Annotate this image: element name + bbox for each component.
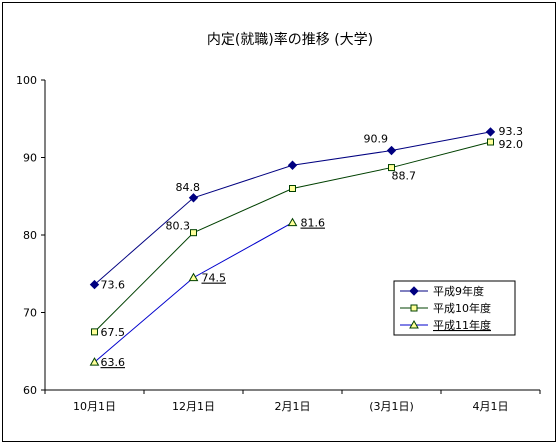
x-tick-label: 2月1日 (275, 400, 311, 413)
legend-label: 平成11年度 (433, 318, 491, 332)
data-point-marker (485, 127, 496, 137)
y-tick-label: 60 (23, 384, 37, 397)
data-point-marker (91, 328, 98, 336)
data-point-marker (89, 357, 100, 366)
series-line (94, 222, 293, 363)
x-tick-label: (3月1日) (369, 400, 414, 413)
data-labels: 73.6 84.8 90.9 93.3 67.5 80.3 88.7 92.0 63.6 74.5… (101, 125, 524, 369)
data-label: 81.6 (301, 217, 326, 230)
data-label: 93.3 (499, 125, 524, 138)
data-label: 67.5 (101, 326, 126, 339)
axes (44, 80, 540, 391)
data-point-marker (386, 145, 397, 156)
data-point-marker (287, 160, 298, 170)
series-line (94, 131, 491, 285)
legend-marker (409, 286, 419, 296)
data-label: 73.6 (101, 279, 126, 292)
y-tick-label: 70 (23, 307, 37, 320)
legend-label: 平成9年度 (433, 284, 484, 298)
data-point-marker (188, 193, 199, 203)
data-label: 90.9 (364, 133, 389, 146)
data-point-marker (190, 229, 197, 237)
data-point-marker (188, 272, 199, 282)
chart-title: 内定(就職)率の推移 (大学) (207, 31, 373, 48)
y-tick-label: 90 (23, 152, 37, 165)
legend-label: 平成10年度 (433, 301, 491, 315)
x-tick-label: 4月1日 (473, 400, 509, 413)
data-point-marker (287, 217, 298, 227)
y-ticks: 60 70 80 90 100 (16, 74, 45, 397)
data-label: 92.0 (499, 138, 524, 151)
x-tick-label: 12月1日 (172, 400, 215, 413)
data-point-marker (487, 138, 494, 146)
data-label: 74.5 (202, 272, 227, 285)
data-label: 88.7 (392, 170, 417, 183)
x-tick-label: 10月1日 (73, 400, 116, 413)
data-point-marker (89, 279, 100, 290)
y-tick-label: 100 (16, 74, 37, 87)
data-label: 63.6 (101, 356, 126, 369)
x-ticks: 10月1日 12月1日 2月1日 (3月1日) 4月1日 (44, 390, 541, 413)
y-tick-label: 80 (23, 229, 37, 242)
data-point-marker (289, 185, 296, 192)
legend-marker (409, 319, 419, 329)
series-group (89, 127, 496, 366)
data-point-marker (388, 164, 395, 172)
data-label: 80.3 (166, 220, 191, 233)
legend-marker (410, 304, 418, 312)
data-label: 84.8 (176, 181, 201, 194)
chart-frame (2, 2, 556, 442)
